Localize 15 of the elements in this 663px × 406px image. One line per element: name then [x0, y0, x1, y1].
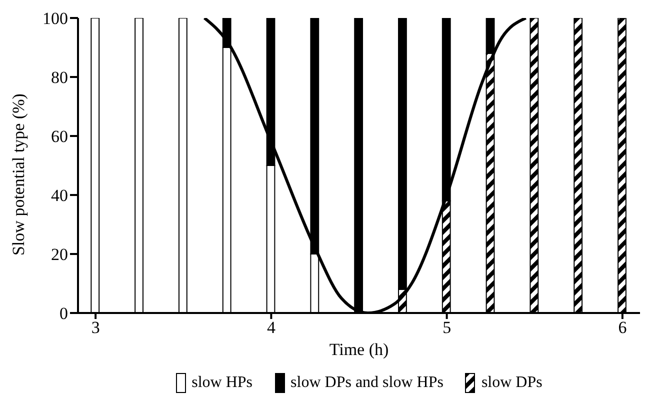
x-tick-label: 5	[442, 318, 452, 338]
x-tick-label: 4	[266, 318, 276, 338]
x-axis-title: Time (h)	[329, 340, 389, 359]
y-tick-label: 60	[51, 127, 68, 146]
y-tick-label: 40	[51, 186, 68, 206]
legend-label: slow DPs and slow HPs	[290, 373, 444, 393]
y-tick-label: 80	[51, 68, 68, 88]
x-tick-label: 3	[91, 318, 100, 338]
y-tick-label: 100	[42, 9, 68, 28]
legend-label: slow DPs	[480, 373, 542, 393]
y-axis-title: Slow potential type (%)	[9, 94, 28, 256]
y-tick-label: 0	[60, 304, 68, 324]
y-tick-label: 20	[51, 245, 68, 264]
x-tick-label: 6	[618, 318, 627, 338]
legend-label: slow HPs	[190, 373, 253, 393]
